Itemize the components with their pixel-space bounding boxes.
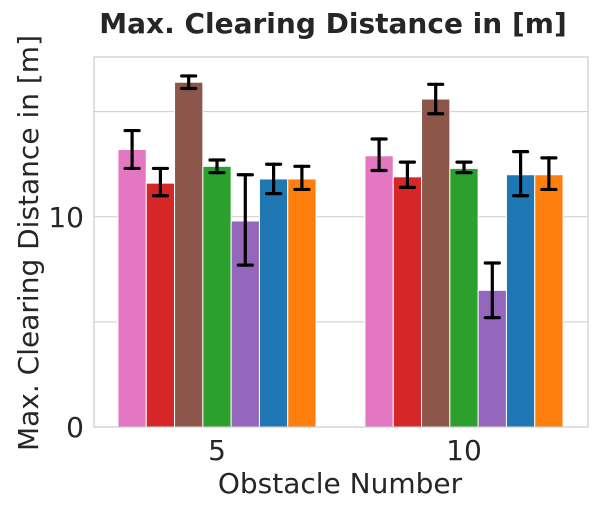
y-tick-label: 10 bbox=[48, 201, 84, 234]
bars bbox=[117, 81, 564, 428]
tick-labels: 5 10 0 10 bbox=[48, 201, 481, 467]
x-tick-label: 5 bbox=[208, 434, 226, 467]
y-axis-label: Max. Clearing Distance in [m] bbox=[12, 35, 45, 451]
bar bbox=[174, 81, 204, 428]
bar bbox=[202, 165, 232, 428]
bar bbox=[364, 155, 394, 428]
bar bbox=[505, 174, 536, 428]
bar bbox=[287, 178, 317, 428]
bar bbox=[392, 176, 423, 428]
bar bbox=[421, 98, 451, 428]
bar bbox=[258, 178, 289, 428]
plot-frame bbox=[93, 56, 589, 428]
bar bbox=[145, 182, 176, 428]
chart-title: Max. Clearing Distance in [m] bbox=[99, 7, 566, 40]
bar bbox=[449, 167, 479, 428]
x-axis-label: Obstacle Number bbox=[218, 467, 463, 500]
y-tick-label: 0 bbox=[66, 411, 84, 444]
bar bbox=[117, 149, 147, 428]
bar bbox=[534, 174, 564, 428]
x-tick-label: 10 bbox=[446, 434, 482, 467]
error-bars bbox=[123, 74, 558, 320]
